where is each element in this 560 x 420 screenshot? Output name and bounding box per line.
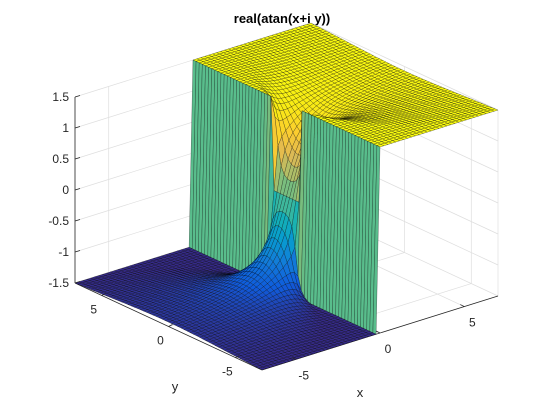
x-tick [375, 330, 381, 334]
surface [74, 22, 499, 371]
z-tick-label: -0.5 [48, 214, 69, 228]
z-tick [74, 281, 81, 284]
tick-marks [74, 95, 465, 360]
z-tick [74, 126, 81, 129]
x-tick [460, 304, 465, 307]
z-tick [74, 95, 81, 98]
z-tick-label: 0.5 [52, 152, 69, 166]
z-tick-label: -1.5 [48, 276, 69, 290]
y-tick-label: 0 [157, 334, 164, 348]
x-tick-label: 5 [469, 316, 476, 330]
surface-patch [258, 366, 267, 371]
z-tick [74, 250, 81, 253]
chart-title: real(atan(x+i y)) [234, 11, 330, 26]
z-tick-label: 0 [62, 183, 69, 197]
tick-labels: -1.5 -1 -0.5 0 0.5 1 1.5 -5 0 5 -5 0 5 [48, 90, 476, 382]
x-axis-label: x [357, 385, 364, 400]
x-tick-label: 0 [385, 342, 392, 356]
x-tick [291, 357, 296, 360]
z-tick-label: -1 [58, 245, 69, 259]
y-tick-label: -5 [222, 365, 233, 379]
y-tick-label: 5 [90, 302, 97, 316]
z-tick [74, 188, 81, 191]
z-tick-label: 1 [62, 121, 69, 135]
z-tick [74, 219, 81, 222]
z-tick-label: 1.5 [52, 90, 69, 104]
z-tick [74, 157, 81, 160]
y-tick [235, 355, 240, 358]
y-axis-label: y [172, 379, 179, 394]
y-tick [168, 324, 173, 327]
y-tick [101, 293, 106, 296]
x-tick-label: -5 [298, 368, 309, 382]
